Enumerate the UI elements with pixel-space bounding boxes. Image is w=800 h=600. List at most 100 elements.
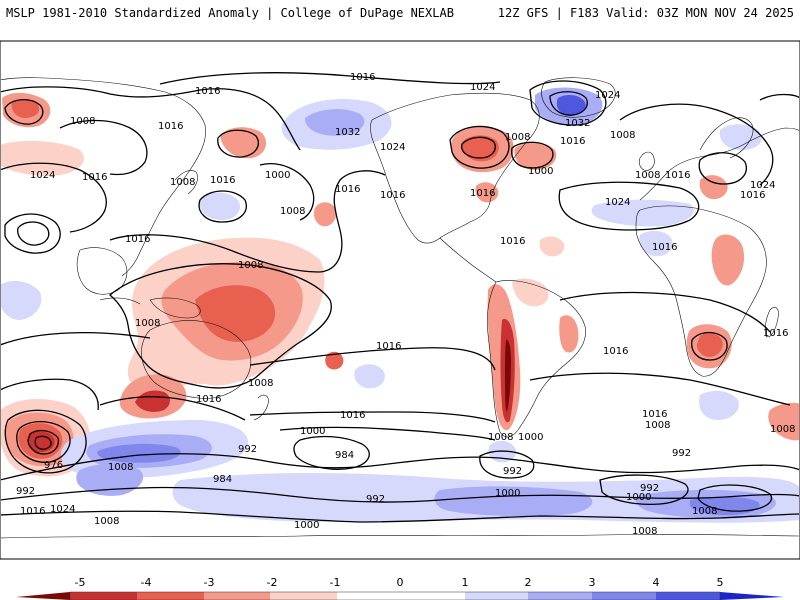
- isobar-label: 1008: [170, 177, 195, 188]
- colorbar-right-arrow: [720, 592, 784, 600]
- coastline-japan: [174, 170, 198, 195]
- coastlines: [1, 77, 799, 539]
- isobar: [599, 474, 689, 506]
- colorbar-segment: [204, 592, 270, 600]
- isobar-label: 1024: [595, 90, 620, 101]
- isobar: [1, 86, 301, 151]
- isobar: [4, 99, 44, 125]
- isobar: [1, 486, 799, 503]
- anomaly-area-brazil: [559, 315, 579, 353]
- isobar-label: 1008: [280, 206, 305, 217]
- isobar-label: 984: [213, 474, 232, 485]
- isobar: [461, 136, 496, 159]
- isobar-label: 1016: [82, 172, 107, 183]
- anomaly-area-india-ocean-west: [1, 280, 42, 320]
- isobar-label: 1032: [335, 127, 360, 138]
- isobar-label: 1000: [495, 488, 520, 499]
- isobar-label: 1016: [740, 190, 765, 201]
- anomaly-area-north-atlantic-pos: [591, 199, 694, 227]
- isobar: [1, 378, 99, 411]
- colorbar-segment: [592, 592, 656, 600]
- isobar-label: 1000: [294, 520, 319, 531]
- coastline-uk: [638, 151, 655, 171]
- anomaly-area-atlantic-africa: [639, 230, 673, 257]
- anomaly-area-africa-east: [711, 234, 745, 286]
- isobar-label: 1016: [376, 341, 401, 352]
- isobar: [529, 372, 791, 406]
- isobar-label: 1024: [605, 197, 630, 208]
- isobar-label: 1000: [265, 170, 290, 181]
- isobar-label: 992: [640, 483, 659, 494]
- isobar-label: 984: [335, 450, 354, 461]
- isobar: [279, 426, 496, 441]
- isobar-label: 1016: [350, 72, 375, 83]
- anomaly-area-caribbean: [512, 278, 549, 307]
- isobar-label: 1016: [470, 188, 495, 199]
- anomaly-area-hawaii-south: [325, 351, 344, 370]
- anomaly-area-andes-inner: [505, 339, 511, 412]
- positive-anomaly-shading: [1, 87, 799, 523]
- isobar-labels: 1016 1024 1024 1008 1016 1008 1032 1024 …: [16, 72, 795, 537]
- anomaly-area-australia-south-core: [135, 390, 170, 412]
- isobar-label: 1008: [108, 462, 133, 473]
- isobar-label: 1008: [238, 260, 263, 271]
- anomaly-area-greenland-core: [556, 94, 586, 116]
- isobar-label: 1016: [335, 184, 360, 195]
- map-title-left: MSLP 1981-2010 Standardized Anomaly | Co…: [6, 6, 454, 20]
- isobar: [16, 421, 71, 463]
- isobar-label: 1016: [195, 86, 220, 97]
- isobar-label: 1016: [603, 346, 628, 357]
- anomaly-area-europe-pos: [719, 124, 762, 150]
- anomaly-area-antarctic-band-2: [434, 486, 593, 517]
- isobar-label: 1008: [135, 318, 160, 329]
- isobar-label: 1032: [565, 118, 590, 129]
- isobar-label: 992: [16, 486, 35, 497]
- isobar-label: 1008: [635, 170, 660, 181]
- anomaly-area-asia-east: [1, 140, 84, 176]
- isobar: [1, 453, 799, 481]
- isobar-label: 1008: [610, 130, 635, 141]
- colorbar-tick-label: -1: [330, 576, 341, 589]
- isobar-label: 1000: [300, 426, 325, 437]
- isobar-label: 1016: [763, 328, 788, 339]
- isobar: [4, 213, 61, 254]
- coastline-africa: [635, 205, 767, 377]
- isobar-label: 1008: [770, 424, 795, 435]
- map-title-right: 12Z GFS | F183 Valid: 03Z MON NOV 24 202…: [498, 6, 794, 20]
- anomaly-area-scandinavia: [699, 175, 728, 200]
- isobar-label: 1016: [642, 409, 667, 420]
- isobar: [759, 93, 799, 101]
- anomaly-area-east-atlantic-south: [768, 402, 799, 441]
- coastline-antarctica: [1, 534, 799, 539]
- isobar: [34, 435, 52, 450]
- anomaly-area-west-pacific-inner: [195, 285, 276, 342]
- coastline-indonesia: [99, 297, 201, 319]
- isobar-label: 1000: [626, 492, 651, 503]
- colorbar-segment: [337, 592, 465, 600]
- isobars: [1, 72, 799, 523]
- isobar-label: 1016: [20, 506, 45, 517]
- isobar: [559, 291, 771, 333]
- colorbar-outline: [69, 591, 721, 600]
- isobar-label: 1008: [505, 132, 530, 143]
- isobar: [691, 331, 728, 361]
- isobar: [259, 163, 315, 221]
- coastline-asia-east: [1, 77, 206, 277]
- isobar-label: 1024: [470, 82, 495, 93]
- coastline-australia: [141, 320, 252, 399]
- isobar: [1, 510, 799, 523]
- isobar: [17, 221, 50, 246]
- colorbar-segment: [270, 592, 337, 600]
- isobar: [511, 141, 554, 169]
- isobar-label: 976: [44, 460, 63, 471]
- isobar: [1, 162, 107, 233]
- colorbar-tick-label: 2: [525, 576, 532, 589]
- coastline-new-zealand: [253, 394, 269, 421]
- colorbar-tick-label: -2: [267, 576, 278, 589]
- isobar-label: 1008: [488, 432, 513, 443]
- colorbar-left-arrow: [16, 592, 70, 600]
- isobar-label: 1016: [500, 236, 525, 247]
- anomaly-area-pacific-north: [313, 202, 337, 227]
- isobar-label: 1000: [528, 166, 553, 177]
- isobar-label: 1016: [652, 242, 677, 253]
